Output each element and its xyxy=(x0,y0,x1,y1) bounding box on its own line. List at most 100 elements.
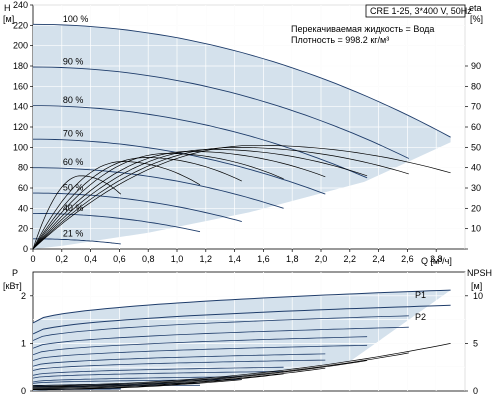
head-curve-80 xyxy=(33,105,368,179)
speed-label-50: 50 % xyxy=(63,183,84,193)
power-curve-90 xyxy=(32,315,409,341)
x-tick-label: 1,6 xyxy=(257,254,270,264)
y-tick-label: 180 xyxy=(13,61,28,71)
npsh-curve-90 xyxy=(33,352,409,387)
speed-label-80: 80 % xyxy=(63,95,84,105)
y-tick-label: 60 xyxy=(18,183,28,193)
power-tick-label: 0 xyxy=(21,386,26,396)
power-plot-grid-overlay xyxy=(33,272,466,391)
power-curve-60 xyxy=(32,366,284,376)
speed-label-60: 60 % xyxy=(63,157,84,167)
y-tick-label: 100 xyxy=(13,142,28,152)
x-tick-label: 0,4 xyxy=(84,254,97,264)
eta-curve-70 xyxy=(32,151,326,250)
eta-tick-label: 80 xyxy=(471,81,481,91)
eta-tick-label: 30 xyxy=(471,183,481,193)
x-tick-label: 1,0 xyxy=(171,254,184,264)
eta-tick-label: 90 xyxy=(471,61,481,71)
head-axis-unit: [м] xyxy=(3,14,14,24)
npsh-tick-label: 0 xyxy=(473,386,478,396)
power-curve-70 xyxy=(32,359,326,371)
operating-envelope xyxy=(33,24,451,249)
speed-label-21: 21 % xyxy=(63,228,84,238)
y-tick-label: 160 xyxy=(13,81,28,91)
x-tick-label: 2,8 xyxy=(430,254,443,264)
head-curve-21 xyxy=(33,238,121,245)
npsh-curve-100 xyxy=(33,343,451,386)
eta-tick-label: 40 xyxy=(471,163,481,173)
flow-axis-label: Q [м³/ч] xyxy=(421,256,452,266)
eta-axis-unit: [%] xyxy=(470,14,483,24)
power-npsh-plot: 0 1 2 0 5 10 P [кВт] NPSH [м] P1 P2 xyxy=(3,268,492,396)
power-axis-ticks: 0 1 2 xyxy=(21,291,33,396)
y-tick-label: 40 xyxy=(18,203,28,213)
y-tick-label: 20 xyxy=(18,224,28,234)
efficiency-curves xyxy=(32,144,451,250)
y-tick-label: 120 xyxy=(13,122,28,132)
eta-tick-label: 20 xyxy=(471,203,481,213)
density-annotation: Плотность = 998.2 кг/м³ xyxy=(291,35,389,45)
power-axis-unit: [кВт] xyxy=(3,281,22,291)
power-tick-label: 2 xyxy=(21,291,26,301)
power-curve-100 xyxy=(32,289,451,324)
flow-axis-ticks: 0 0,2 0,4 0,6 0,8 1,0 1,2 1,4 1,6 1,8 2,0 2,2 2,4 2,6… xyxy=(30,249,442,264)
speed-label-40: 40 % xyxy=(63,203,84,213)
eta-tick-label: 70 xyxy=(471,102,481,112)
head-curve-100 xyxy=(32,23,451,138)
power-curve-80 xyxy=(32,336,368,356)
npsh-curve-60 xyxy=(33,373,284,390)
chart-title-box xyxy=(365,4,466,18)
eta-axis-ticks: 10 20 30 40 50 60 70 80 90 xyxy=(465,61,481,250)
legend-p1: P1 xyxy=(415,290,426,300)
power-tick-label: 1 xyxy=(21,338,26,348)
y-tick-label: 140 xyxy=(13,102,28,112)
y-tick-label: 0 xyxy=(23,244,28,254)
x-tick-label: 0,8 xyxy=(142,254,155,264)
head-curve-90 xyxy=(32,66,409,159)
x-tick-label: 1,8 xyxy=(286,254,299,264)
speed-label-90: 90 % xyxy=(63,56,84,66)
head-axis-label: H xyxy=(4,3,11,13)
power-curve-60 xyxy=(32,371,284,379)
eta-axis-label: eta xyxy=(469,3,482,13)
head-efficiency-plot: 100 % 90 % 80 % 70 % 60 % 50 % 40 % 21 % 0 20 40 6… xyxy=(3,0,483,266)
x-tick-label: 2,2 xyxy=(344,254,357,264)
power-curve-70 xyxy=(32,353,326,367)
x-tick-label: 0 xyxy=(30,254,35,264)
x-tick-label: 0,6 xyxy=(113,254,126,264)
npsh-curve-70 xyxy=(33,367,326,389)
fluid-annotation: Перекачиваемая жидкость = Вода xyxy=(291,24,434,34)
chart-title: CRE 1-25, 3*400 V, 50Hz xyxy=(370,6,472,16)
npsh-curve-80 xyxy=(33,360,368,388)
power-axis-label: P xyxy=(12,268,18,278)
power-curve-80 xyxy=(32,344,368,361)
npsh-axis-ticks: 0 5 10 xyxy=(465,291,483,396)
npsh-tick-label: 10 xyxy=(473,291,483,301)
npsh-axis-label: NPSH xyxy=(467,268,492,278)
y-tick-label: 220 xyxy=(13,20,28,30)
eta-curve-100 xyxy=(32,144,451,250)
eta-curve-21 xyxy=(32,175,122,250)
eta-tick-label: 10 xyxy=(471,224,481,234)
y-tick-label: 80 xyxy=(18,163,28,173)
power-curve-100 xyxy=(32,304,451,335)
speed-label-70: 70 % xyxy=(63,129,84,139)
x-tick-label: 1,2 xyxy=(200,254,213,264)
speed-label-100: 100 % xyxy=(63,14,89,24)
eta-curve-50 xyxy=(32,157,242,250)
eta-tick-label: 60 xyxy=(471,122,481,132)
npsh-tick-label: 5 xyxy=(473,338,478,348)
head-curve-60 xyxy=(33,167,284,209)
x-tick-label: 0,2 xyxy=(56,254,69,264)
eta-curve-80 xyxy=(32,149,368,250)
npsh-axis-unit: [м] xyxy=(471,281,482,291)
npsh-curves xyxy=(33,343,451,390)
npsh-curve-50 xyxy=(33,379,242,390)
eta-curve-60 xyxy=(32,153,284,250)
head-axis-ticks: 0 20 40 60 80 100 120 140 160 180 200 220 240 xyxy=(13,0,33,254)
power-curve-50 xyxy=(32,376,242,383)
legend-p2: P2 xyxy=(415,312,426,322)
y-tick-label: 200 xyxy=(13,41,28,51)
eta-tick-label: 50 xyxy=(471,142,481,152)
